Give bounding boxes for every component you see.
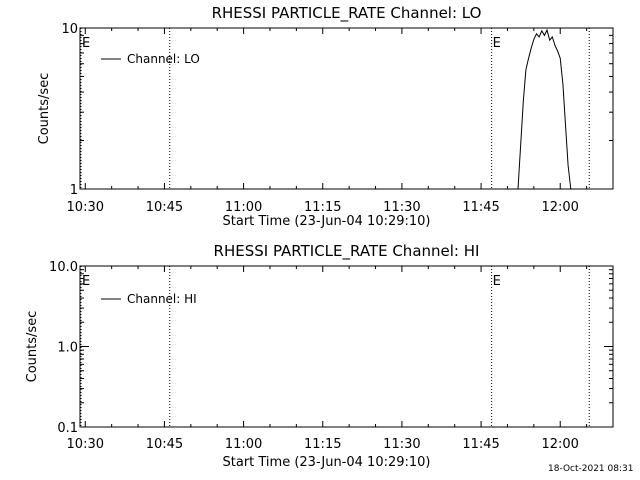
y-tick-label: 1.0 <box>57 341 78 356</box>
footer-date: 18-Oct-2021 08:31 <box>548 464 634 474</box>
y-tick-label: 10 <box>61 22 78 37</box>
x-tick-label: 11:30 <box>383 437 420 452</box>
x-tick-label: 10:45 <box>146 200 183 215</box>
x-tick-label: 11:15 <box>304 437 341 452</box>
x-tick-label: 10:30 <box>67 437 104 452</box>
x-tick-label: 10:30 <box>67 200 104 215</box>
x-tick-label: 11:30 <box>383 200 420 215</box>
legend-label: Channel: HI <box>127 292 197 306</box>
event-marker-label: E <box>493 36 501 51</box>
y-axis-label: Counts/sec <box>37 73 52 145</box>
y-axis-label: Counts/sec <box>25 311 40 383</box>
x-tick-label: 12:00 <box>541 437 578 452</box>
x-tick-label: 11:15 <box>304 200 341 215</box>
event-marker-label: E <box>493 274 501 289</box>
y-tick-label: 0.1 <box>57 421 78 436</box>
plot-frame <box>79 27 614 190</box>
x-tick-label: 11:00 <box>225 200 262 215</box>
x-axis-label: Start Time (23-Jun-04 10:29:10) <box>223 455 431 470</box>
chart-title: RHESSI PARTICLE_RATE Channel: HI <box>214 242 480 261</box>
x-axis-label: Start Time (23-Jun-04 10:29:10) <box>223 214 431 229</box>
event-marker-label: E <box>82 274 90 289</box>
series-line <box>517 28 572 190</box>
x-tick-label: 10:45 <box>146 437 183 452</box>
x-tick-label: 12:00 <box>541 200 578 215</box>
legend-label: Channel: LO <box>127 52 200 66</box>
chart-title: RHESSI PARTICLE_RATE Channel: LO <box>212 4 482 23</box>
event-marker-label: E <box>82 36 90 51</box>
plot-frame <box>79 265 614 428</box>
y-tick-label: 10.0 <box>49 260 78 275</box>
x-tick-label: 11:45 <box>462 437 499 452</box>
x-tick-label: 11:45 <box>462 200 499 215</box>
y-tick-label: 1 <box>70 183 78 198</box>
x-tick-label: 11:00 <box>225 437 262 452</box>
